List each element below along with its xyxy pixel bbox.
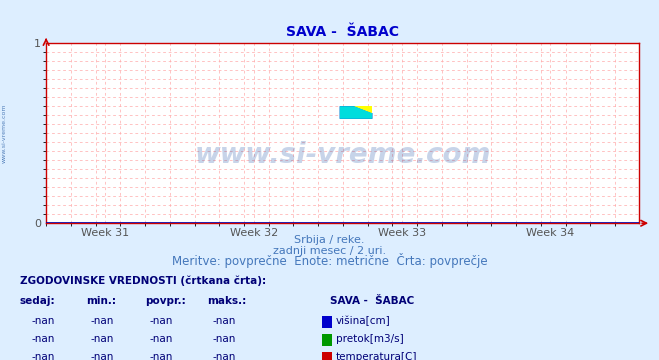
Text: www.si-vreme.com: www.si-vreme.com (194, 141, 491, 169)
Text: -nan: -nan (31, 334, 55, 344)
Text: višina[cm]: višina[cm] (336, 316, 391, 326)
Text: min.:: min.: (86, 296, 116, 306)
Title: SAVA -  ŠABAC: SAVA - ŠABAC (286, 25, 399, 39)
Text: ZGODOVINSKE VREDNOSTI (črtkana črta):: ZGODOVINSKE VREDNOSTI (črtkana črta): (20, 276, 266, 287)
Text: -nan: -nan (150, 316, 173, 326)
Text: -nan: -nan (31, 352, 55, 360)
Text: -nan: -nan (150, 334, 173, 344)
Text: -nan: -nan (31, 316, 55, 326)
Text: -nan: -nan (90, 352, 114, 360)
Text: sedaj:: sedaj: (20, 296, 55, 306)
Text: -nan: -nan (150, 352, 173, 360)
Text: Srbija / reke.: Srbija / reke. (295, 235, 364, 245)
Text: zadnji mesec / 2 uri.: zadnji mesec / 2 uri. (273, 246, 386, 256)
Text: temperatura[C]: temperatura[C] (336, 352, 418, 360)
Text: -nan: -nan (90, 316, 114, 326)
Text: -nan: -nan (212, 316, 236, 326)
Text: SAVA -  ŠABAC: SAVA - ŠABAC (330, 296, 414, 306)
Text: -nan: -nan (212, 352, 236, 360)
Polygon shape (355, 106, 372, 113)
Text: -nan: -nan (212, 334, 236, 344)
Text: pretok[m3/s]: pretok[m3/s] (336, 334, 404, 344)
Text: povpr.:: povpr.: (145, 296, 186, 306)
Text: www.si-vreme.com: www.si-vreme.com (2, 103, 7, 163)
Text: Meritve: povprečne  Enote: metrične  Črta: povprečje: Meritve: povprečne Enote: metrične Črta:… (172, 253, 487, 267)
Polygon shape (340, 106, 372, 119)
Text: maks.:: maks.: (208, 296, 247, 306)
Polygon shape (340, 106, 372, 119)
Text: -nan: -nan (90, 334, 114, 344)
